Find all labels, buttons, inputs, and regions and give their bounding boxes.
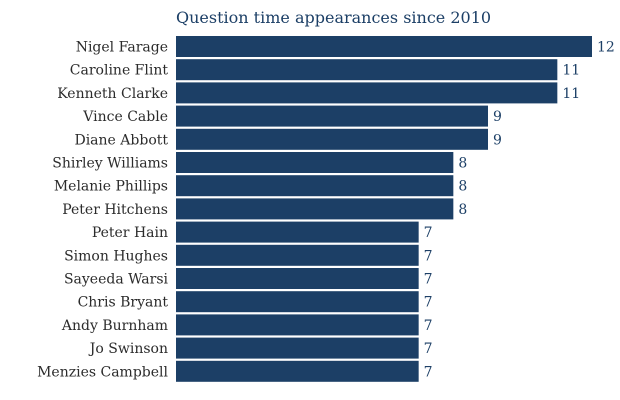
bar (176, 314, 419, 336)
category-label: Sayeeda Warsi (64, 272, 169, 288)
bar (176, 268, 419, 289)
chart-title: Question time appearances since 2010 (176, 8, 492, 27)
value-label: 7 (424, 341, 433, 357)
value-label: 7 (424, 272, 433, 288)
bar (176, 128, 488, 150)
bar (176, 152, 454, 173)
value-label: 11 (562, 86, 580, 102)
bar (176, 221, 419, 243)
bar (176, 360, 419, 382)
category-label: Chris Bryant (78, 295, 169, 311)
value-label: 7 (424, 318, 433, 334)
bar (176, 198, 454, 220)
category-label: Melanie Phillips (54, 179, 168, 195)
bar (176, 175, 454, 197)
bar (176, 337, 419, 359)
category-label: Diane Abbott (74, 132, 168, 148)
value-label: 12 (597, 40, 615, 56)
bar (176, 36, 592, 57)
category-label: Peter Hain (92, 225, 168, 241)
value-label: 9 (493, 109, 502, 125)
bar (176, 244, 419, 266)
value-label: 7 (424, 295, 433, 311)
category-label: Jo Swinson (88, 341, 168, 357)
category-label: Caroline Flint (70, 63, 169, 79)
value-label: 7 (424, 364, 433, 380)
category-label: Kenneth Clarke (57, 86, 168, 102)
category-label: Nigel Farage (76, 40, 168, 56)
bar (176, 59, 558, 81)
bar (176, 82, 558, 104)
value-label: 8 (458, 179, 467, 195)
value-label: 8 (458, 202, 467, 218)
value-label: 11 (562, 63, 580, 79)
category-label: Menzies Campbell (37, 364, 168, 380)
category-label: Peter Hitchens (62, 202, 168, 218)
value-label: 7 (424, 225, 433, 241)
category-label: Shirley Williams (52, 156, 168, 172)
category-label: Vince Cable (82, 109, 168, 125)
bar (176, 105, 488, 127)
bar (176, 291, 419, 313)
category-label: Simon Hughes (64, 248, 168, 264)
value-label: 9 (493, 132, 502, 148)
category-label: Andy Burnham (61, 318, 168, 334)
value-label: 7 (424, 248, 433, 264)
value-label: 8 (458, 156, 467, 172)
